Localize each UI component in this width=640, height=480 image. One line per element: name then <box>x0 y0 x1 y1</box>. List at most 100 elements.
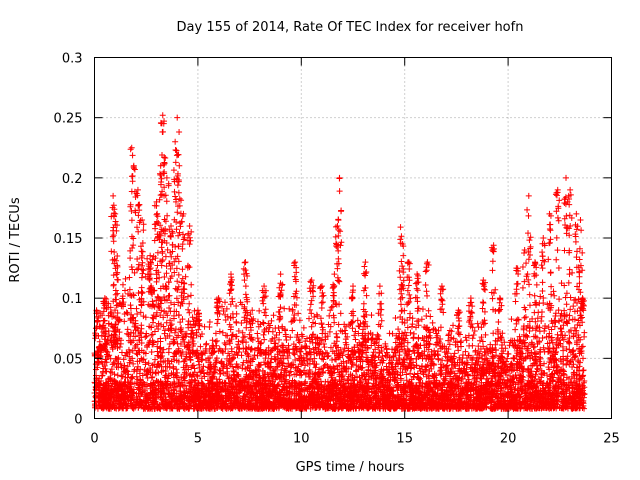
data-point <box>126 274 133 281</box>
data-point <box>558 358 565 365</box>
data-point <box>295 310 302 317</box>
data-point <box>154 262 161 269</box>
data-point <box>566 339 573 346</box>
data-point <box>247 311 254 318</box>
data-point <box>165 345 172 352</box>
data-point <box>181 366 188 373</box>
data-point <box>198 331 205 338</box>
data-point <box>570 303 577 310</box>
data-point <box>534 315 541 322</box>
data-point <box>124 326 131 333</box>
data-point <box>337 310 344 317</box>
data-point <box>298 331 305 338</box>
data-point <box>322 349 329 356</box>
data-point <box>102 356 109 363</box>
data-point <box>212 364 219 371</box>
data-point <box>427 313 434 320</box>
data-point <box>306 315 313 322</box>
data-point <box>160 346 167 353</box>
data-point <box>541 360 548 367</box>
data-point <box>216 367 223 374</box>
data-point <box>268 317 275 324</box>
data-point <box>456 367 463 374</box>
data-point <box>312 364 319 371</box>
data-point <box>474 320 481 327</box>
data-point <box>149 331 156 338</box>
data-point <box>345 365 352 372</box>
data-point <box>481 348 488 355</box>
data-point <box>289 327 296 334</box>
data-point <box>239 329 246 336</box>
data-point <box>248 345 255 352</box>
data-point <box>469 335 476 342</box>
data-point <box>234 352 241 359</box>
data-point <box>326 312 333 319</box>
data-point <box>289 318 296 325</box>
data-point <box>333 333 340 340</box>
data-point <box>344 333 351 340</box>
data-point <box>493 352 500 359</box>
data-point <box>173 295 180 302</box>
data-point <box>127 302 134 309</box>
data-point <box>579 355 586 362</box>
data-point <box>569 363 576 370</box>
data-point <box>404 324 411 331</box>
data-point <box>508 316 515 323</box>
data-point <box>213 337 220 344</box>
data-point <box>526 302 533 309</box>
data-point <box>223 305 230 312</box>
data-point <box>227 326 234 333</box>
data-point <box>576 322 583 329</box>
data-point <box>569 269 576 276</box>
data-point <box>579 367 586 374</box>
data-point <box>429 319 436 326</box>
data-point <box>548 291 555 298</box>
data-point <box>402 349 409 356</box>
data-point <box>562 294 569 301</box>
data-point <box>177 340 184 347</box>
data-point <box>379 353 386 360</box>
data-point <box>556 296 563 303</box>
data-point <box>281 305 288 312</box>
data-point <box>124 368 131 375</box>
data-point <box>360 313 367 320</box>
data-point <box>133 305 140 312</box>
data-point <box>535 309 542 316</box>
data-point <box>138 288 145 295</box>
data-point <box>94 405 101 412</box>
data-point <box>283 337 290 344</box>
data-point <box>557 325 564 332</box>
data-point <box>529 315 536 322</box>
data-point <box>415 322 422 329</box>
data-point <box>170 315 177 322</box>
data-point <box>154 293 161 300</box>
data-point <box>319 324 326 331</box>
data-point <box>256 307 263 314</box>
data-point <box>404 339 411 346</box>
data-point <box>183 362 190 369</box>
data-point <box>166 305 173 312</box>
data-point <box>218 358 225 365</box>
data-point <box>222 341 229 348</box>
data-point <box>574 321 581 328</box>
data-point <box>397 365 404 372</box>
data-point <box>563 301 570 308</box>
data-point <box>445 337 452 344</box>
data-point <box>134 324 141 331</box>
data-point <box>409 315 416 322</box>
data-point <box>278 366 285 373</box>
data-point <box>262 355 269 362</box>
data-point <box>446 341 453 348</box>
data-point <box>136 336 143 343</box>
data-point <box>450 322 457 329</box>
data-point <box>286 305 293 312</box>
data-point <box>530 333 537 340</box>
data-point <box>175 258 182 265</box>
data-point <box>130 360 137 367</box>
data-point <box>194 373 201 380</box>
data-point <box>462 348 469 355</box>
data-point <box>144 255 151 262</box>
data-point <box>354 317 361 324</box>
data-point <box>341 345 348 352</box>
